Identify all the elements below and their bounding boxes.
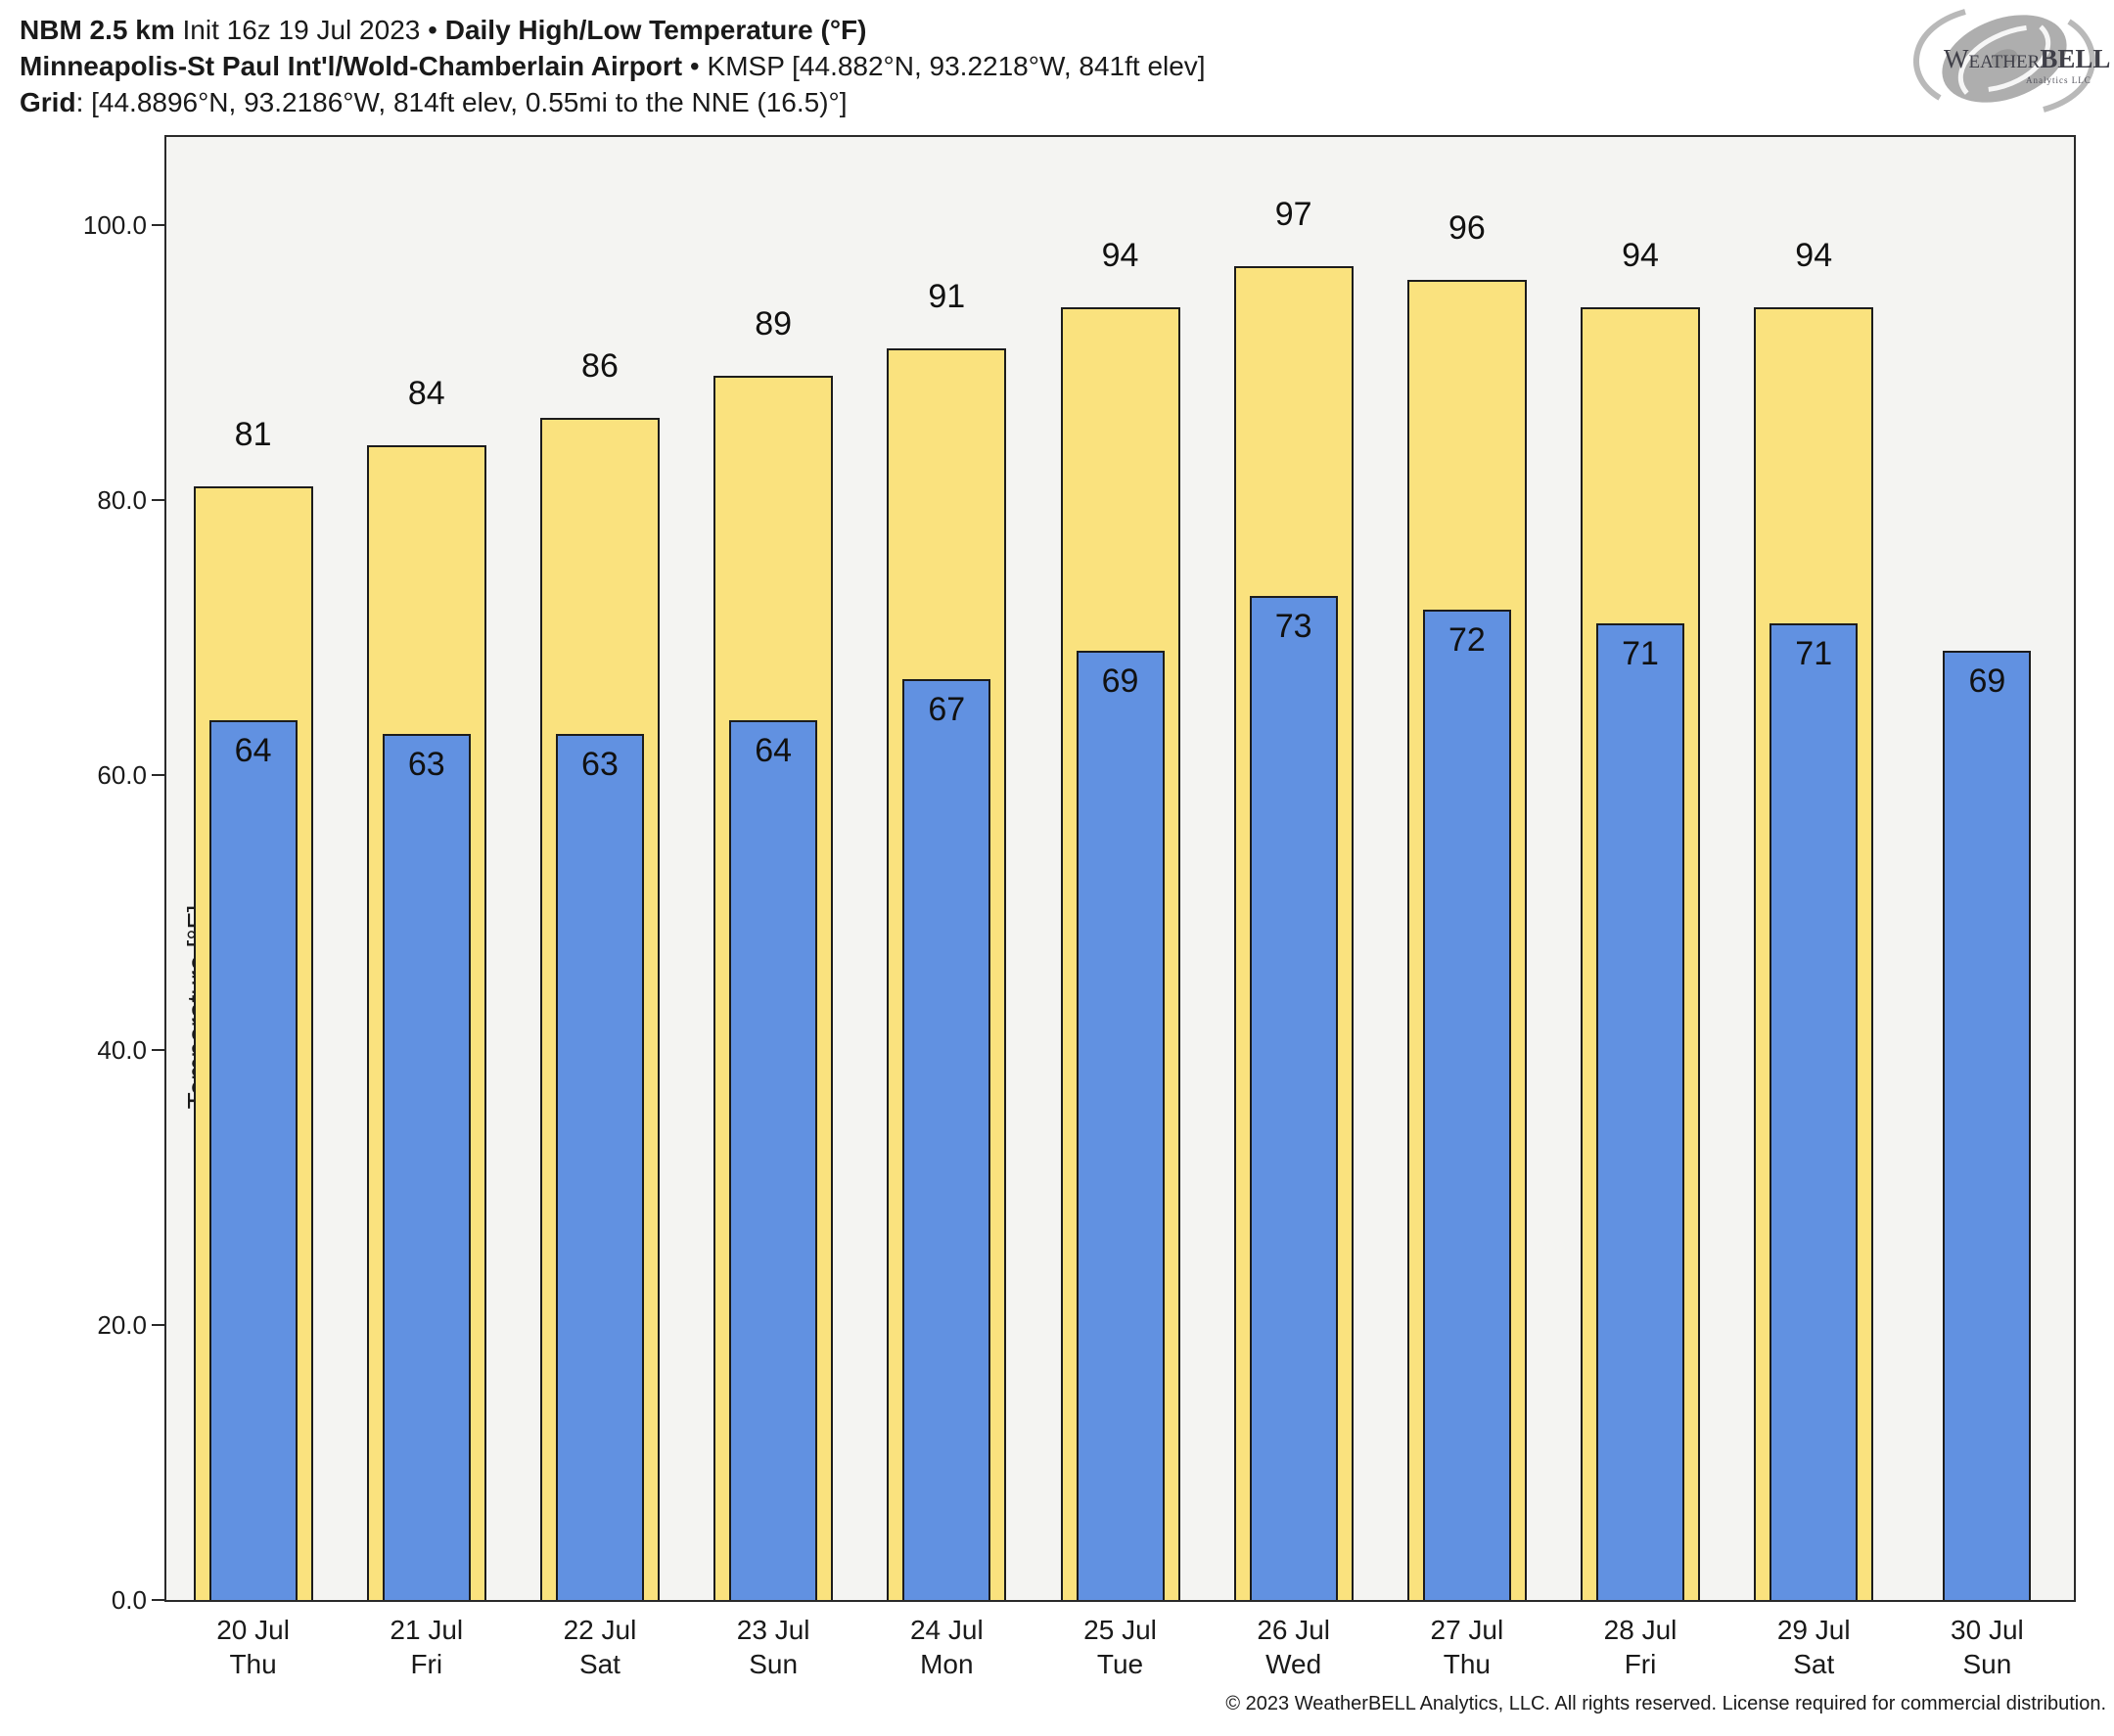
y-tick-mark <box>152 1599 164 1601</box>
x-tick-date: 27 Jul <box>1430 1615 1504 1645</box>
low-bar <box>383 734 471 1600</box>
header-line-3: Grid: [44.8896°N, 93.2186°W, 814ft elev,… <box>20 84 1206 120</box>
x-tick-label: 25 Jul Tue <box>1033 1613 1209 1681</box>
product-name: Daily High/Low Temperature (°F) <box>444 15 867 45</box>
x-tick-weekday: Wed <box>1265 1649 1322 1679</box>
high-value-label: 94 <box>1101 237 1139 274</box>
high-value-label: 91 <box>928 278 966 315</box>
high-value-label: 89 <box>755 305 793 343</box>
low-value-label: 71 <box>1795 635 1833 672</box>
y-tick-label: 60.0 <box>97 760 147 790</box>
x-tick-date: 30 Jul <box>1951 1615 2024 1645</box>
weatherbell-logo: WeatherBELL Analytics LLC <box>1913 9 2110 113</box>
high-value-label: 84 <box>407 375 445 412</box>
y-tick-label: 20.0 <box>97 1310 147 1340</box>
x-tick-label: 27 Jul Thu <box>1379 1613 1555 1681</box>
x-tick-weekday: Mon <box>920 1649 974 1679</box>
x-tick-label: 30 Jul Sun <box>1899 1613 2075 1681</box>
x-tick-label: 29 Jul Sat <box>1725 1613 1902 1681</box>
low-bar <box>556 734 644 1600</box>
low-bar <box>729 720 817 1600</box>
y-tick-label: 100.0 <box>82 210 147 240</box>
low-value-label: 63 <box>581 746 619 783</box>
high-value-label: 81 <box>234 416 272 453</box>
low-value-label: 69 <box>1101 662 1139 700</box>
x-tick-weekday: Sat <box>1793 1649 1835 1679</box>
x-tick-weekday: Fri <box>1624 1649 1657 1679</box>
separator-bullet: • <box>428 15 437 45</box>
low-value-label: 69 <box>1968 662 2006 700</box>
high-value-label: 86 <box>581 347 619 385</box>
high-value-label: 94 <box>1622 237 1659 274</box>
x-tick-date: 26 Jul <box>1257 1615 1331 1645</box>
high-value-label: 94 <box>1795 237 1833 274</box>
low-value-label: 73 <box>1274 608 1312 645</box>
x-tick-weekday: Sun <box>749 1649 799 1679</box>
low-bar <box>1943 651 2031 1600</box>
low-bar <box>1769 623 1858 1600</box>
station-meta: KMSP [44.882°N, 93.2218°W, 841ft elev] <box>707 51 1206 81</box>
y-tick-mark <box>152 774 164 776</box>
separator-bullet: • <box>689 51 700 81</box>
y-tick-mark <box>152 499 164 501</box>
x-tick-weekday: Thu <box>229 1649 277 1679</box>
low-value-label: 72 <box>1448 621 1486 659</box>
init-time: Init 16z 19 Jul 2023 <box>182 15 421 45</box>
copyright-notice: © 2023 WeatherBELL Analytics, LLC. All r… <box>1225 1693 2106 1714</box>
low-value-label: 64 <box>755 732 793 769</box>
y-tick-label: 0.0 <box>111 1585 147 1615</box>
x-tick-date: 21 Jul <box>390 1615 464 1645</box>
x-tick-date: 23 Jul <box>736 1615 810 1645</box>
high-value-label: 96 <box>1448 209 1486 247</box>
low-bar <box>1250 596 1338 1600</box>
plot-area: Temperature [°F] <box>164 135 2076 1602</box>
x-tick-date: 20 Jul <box>216 1615 290 1645</box>
x-tick-date: 29 Jul <box>1776 1615 1851 1645</box>
x-tick-date: 28 Jul <box>1603 1615 1677 1645</box>
low-bar <box>1596 623 1684 1600</box>
x-tick-label: 22 Jul Sat <box>512 1613 688 1681</box>
low-value-label: 71 <box>1622 635 1659 672</box>
low-bar <box>1423 610 1511 1600</box>
x-tick-date: 25 Jul <box>1083 1615 1157 1645</box>
header-line-1: NBM 2.5 km Init 16z 19 Jul 2023 • Daily … <box>20 12 1206 48</box>
low-bar <box>902 679 990 1600</box>
x-tick-label: 21 Jul Fri <box>339 1613 515 1681</box>
low-bar <box>209 720 298 1600</box>
x-tick-date: 22 Jul <box>563 1615 637 1645</box>
x-tick-label: 23 Jul Sun <box>685 1613 861 1681</box>
x-tick-weekday: Tue <box>1096 1649 1144 1679</box>
hurricane-swirl-icon <box>1913 9 2095 113</box>
grid-meta: : [44.8896°N, 93.2186°W, 814ft elev, 0.5… <box>75 87 848 117</box>
header-line-2: Minneapolis-St Paul Int'l/Wold-Chamberla… <box>20 48 1206 84</box>
low-value-label: 67 <box>928 691 966 728</box>
x-tick-weekday: Thu <box>1443 1649 1491 1679</box>
low-value-label: 64 <box>234 732 272 769</box>
low-value-label: 63 <box>407 746 445 783</box>
model-name: NBM 2.5 km <box>20 15 175 45</box>
chart-header: NBM 2.5 km Init 16z 19 Jul 2023 • Daily … <box>20 12 1206 120</box>
y-tick-mark <box>152 1324 164 1326</box>
station-name: Minneapolis-St Paul Int'l/Wold-Chamberla… <box>20 51 683 81</box>
x-tick-label: 20 Jul Thu <box>165 1613 342 1681</box>
x-tick-weekday: Sat <box>578 1649 620 1679</box>
low-bar <box>1077 651 1165 1600</box>
logo-subtitle: Analytics LLC <box>2026 75 2091 85</box>
y-tick-mark <box>152 224 164 226</box>
y-tick-label: 80.0 <box>97 485 147 515</box>
x-tick-label: 24 Jul Mon <box>858 1613 1034 1681</box>
x-tick-weekday: Sun <box>1962 1649 2012 1679</box>
x-tick-weekday: Fri <box>410 1649 443 1679</box>
x-tick-label: 28 Jul Fri <box>1552 1613 1728 1681</box>
x-tick-date: 24 Jul <box>909 1615 984 1645</box>
grid-label: Grid <box>20 87 76 117</box>
y-tick-label: 40.0 <box>97 1035 147 1065</box>
x-tick-label: 26 Jul Wed <box>1206 1613 1382 1681</box>
logo-wordmark: WeatherBELL <box>1944 44 2110 73</box>
high-value-label: 97 <box>1274 196 1312 233</box>
y-tick-mark <box>152 1049 164 1051</box>
